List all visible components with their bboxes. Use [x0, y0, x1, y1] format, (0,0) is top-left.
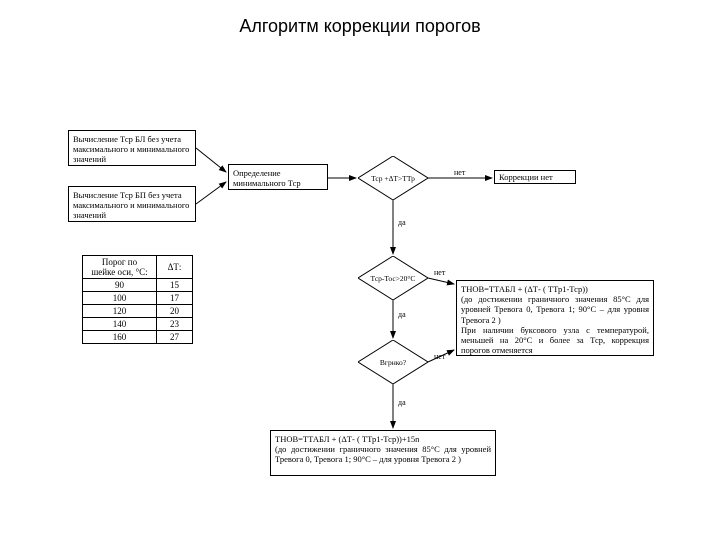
diamond-3: Вгрнко?	[358, 340, 428, 384]
box-formula-1: ТНОВ=ТТАБЛ + (ΔТ- ( ТТр1-Тср)) (до дости…	[456, 280, 654, 356]
label-yes-1: да	[398, 218, 406, 227]
label-yes-3: да	[398, 398, 406, 407]
diamond-2-label: Тср-Тос>20°С	[358, 256, 428, 300]
box-no-correction: Коррекции нет	[494, 170, 576, 184]
box-min-tsr: Определение минимального Тср	[228, 164, 328, 190]
box-formula-2: ТНОВ=ТТАБЛ + (ΔТ- ( ТТр1-Тср))+15n (до д…	[270, 430, 496, 476]
table-row: 16027	[83, 331, 193, 344]
diamond-1: Тср +ΔТ>ТТр	[358, 156, 428, 200]
label-no-1: нет	[454, 168, 465, 177]
label-no-3: нет	[434, 352, 445, 361]
table-row: 10017	[83, 292, 193, 305]
page-title: Алгоритм коррекции порогов	[0, 16, 720, 37]
table-row: 9015	[83, 279, 193, 292]
label-no-2: нет	[434, 268, 445, 277]
diamond-3-label: Вгрнко?	[358, 340, 428, 384]
box-calc-bl: Вычисление Тср БЛ без учета максимальног…	[68, 130, 196, 166]
table-row: 14023	[83, 318, 193, 331]
diamond-2: Тср-Тос>20°С	[358, 256, 428, 300]
threshold-table: Порог по шейке оси, °С: ΔТ: 9015 10017 1…	[82, 255, 193, 344]
table-row: 12020	[83, 305, 193, 318]
label-yes-2: да	[398, 310, 406, 319]
diamond-1-label: Тср +ΔТ>ТТр	[358, 156, 428, 200]
box-calc-bp: Вычисление Тср БП без учета максимальног…	[68, 186, 196, 222]
th-col2: ΔТ:	[157, 256, 193, 279]
th-col1: Порог по шейке оси, °С:	[83, 256, 157, 279]
